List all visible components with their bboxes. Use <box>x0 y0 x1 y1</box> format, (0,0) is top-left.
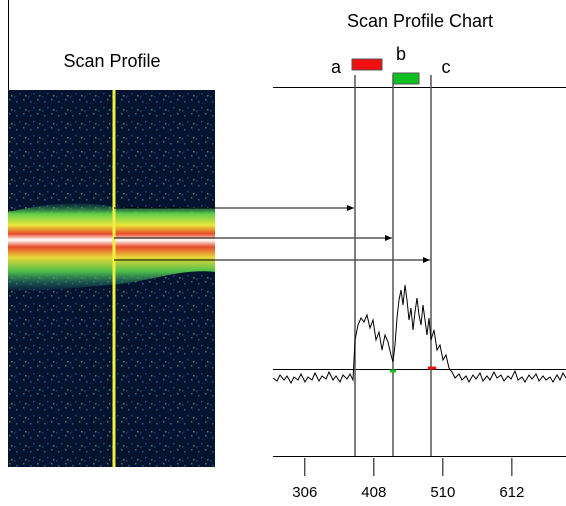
x-tick-label: 510 <box>430 484 455 501</box>
marker-a-box <box>351 58 383 71</box>
x-tick-label: 306 <box>292 484 317 501</box>
left-title: Scan Profile <box>63 51 160 71</box>
oct-image <box>8 90 215 467</box>
marker-label: b <box>396 44 406 64</box>
chart-title: Scan Profile Chart <box>347 11 493 31</box>
arrows <box>114 205 430 263</box>
marker-label: c <box>442 57 451 77</box>
marker-lines <box>354 75 432 456</box>
x-tick-label: 408 <box>361 484 386 501</box>
marker-b-box <box>392 72 420 85</box>
marker-label: a <box>331 57 342 77</box>
x-tick-label: 612 <box>499 484 524 501</box>
profile-trace <box>272 284 566 385</box>
